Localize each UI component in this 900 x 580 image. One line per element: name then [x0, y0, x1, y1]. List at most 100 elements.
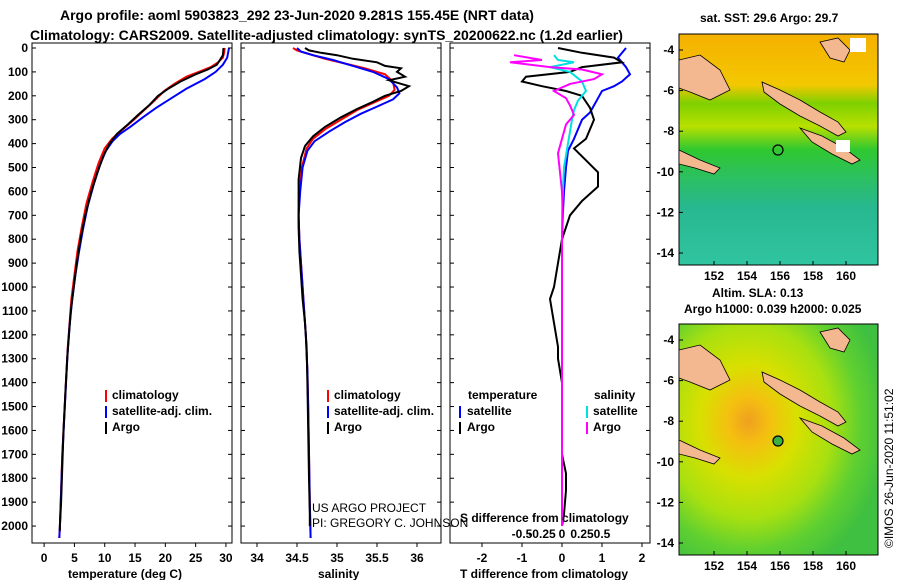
- salinity-xtick-label: 34.5: [285, 551, 309, 565]
- depth-tick-label: 0: [21, 41, 28, 55]
- sst-map: sat. SST: 29.6 Argo: 29.7 -4 -6 -8 -10 -12 -1…: [657, 11, 879, 300]
- land-new-guinea-west: [678, 54, 731, 101]
- salinity-xtick-label: 34: [250, 551, 264, 565]
- depth-tick-label: 1900: [1, 495, 28, 509]
- salinity-panel: 34 34.5 35 35.5 36 salinity climatology sate…: [240, 42, 468, 580]
- land-solomon-islands-south: [798, 127, 861, 165]
- cloud-mask-2: [836, 140, 850, 152]
- map-lat-tick-label: -6: [663, 84, 674, 98]
- temperature-xtick-label: 0: [41, 551, 48, 565]
- legend-s-argo-label: Argo: [593, 420, 621, 434]
- salinity-xtick-label: 36: [410, 551, 424, 565]
- land-new-guinea-west-2: [678, 344, 731, 391]
- salinity-xtick-label: 35.5: [365, 551, 389, 565]
- map-lon-tick-label: 154: [737, 559, 757, 573]
- temperature-series-climatology: [58, 47, 226, 539]
- depth-tick-label: 1200: [1, 328, 28, 342]
- depth-tick-label: 500: [8, 161, 28, 175]
- difference-legend: temperature salinity satellite Argo sate…: [459, 388, 638, 434]
- salinity-panel-frame: [240, 42, 442, 544]
- temperature-xtick-label: 15: [128, 551, 142, 565]
- map-lat-tick-label: -6: [663, 374, 674, 388]
- legend-t-satellite-label: satellite: [467, 404, 512, 418]
- land-solomon-islands: [761, 81, 847, 137]
- difference-xtick-label: 2: [639, 551, 646, 565]
- temperature-xlabel: temperature (deg C): [68, 567, 182, 580]
- t-difference-xlabel: T difference from climatology: [460, 567, 628, 580]
- title-line-1: Argo profile: aoml 5903823_292 23-Jun-20…: [60, 7, 534, 23]
- depth-tick-label: 1300: [1, 352, 28, 366]
- depth-tick-label: 100: [8, 65, 28, 79]
- land-louisiade: [678, 149, 721, 175]
- depth-tick-label: 200: [8, 89, 28, 103]
- depth-tick-label: 600: [8, 184, 28, 198]
- legend-s-satellite-label: satellite: [593, 404, 638, 418]
- map-lat-tick-label: -4: [663, 333, 674, 347]
- depth-tick-label: 2000: [1, 519, 28, 533]
- cloud-mask-1: [850, 38, 866, 52]
- map-lat-tick-label: -4: [663, 43, 674, 57]
- map-lat-tick-label: -8: [663, 124, 674, 138]
- legend-t-argo-label: Argo: [467, 420, 495, 434]
- legend-satellite-label-2: satellite-adj. clim.: [334, 404, 434, 418]
- difference-s-xtick-label: 0.5: [594, 527, 611, 541]
- legend-climatology-label: climatology: [112, 388, 179, 402]
- temperature-legend: climatology satellite-adj. clim. Argo: [105, 388, 212, 434]
- land-solomon-islands-2: [761, 371, 847, 427]
- difference-panel-frame: [449, 42, 651, 544]
- map-lat-tick-label: -10: [657, 455, 675, 469]
- depth-tick-label: 1600: [1, 423, 28, 437]
- map-lon-tick-label: 160: [836, 269, 856, 283]
- depth-tick-label: 1800: [1, 471, 28, 485]
- project-credit: US ARGO PROJECT: [312, 501, 427, 515]
- difference-xtick-label: -2: [477, 551, 488, 565]
- map-lat-tick-label: -12: [657, 495, 675, 509]
- sla-map-subtitle: Altim. SLA: 0.13: [712, 286, 804, 300]
- sst-map-frame: [678, 33, 879, 266]
- map-lat-tick-label: -10: [657, 165, 675, 179]
- temperature-panel: 0 5 10 15 20 25 30 010020030040050060070080090…: [1, 41, 650, 580]
- legend-satellite-label: satellite-adj. clim.: [112, 404, 212, 418]
- title-line-2: Climatology: CARS2009. Satellite-adjuste…: [30, 27, 623, 43]
- depth-tick-label: 1000: [1, 280, 28, 294]
- map-lat-tick-label: -14: [657, 536, 675, 550]
- difference-xtick-label: 1: [599, 551, 606, 565]
- depth-tick-label: 900: [8, 256, 28, 270]
- salinity-xlabel: salinity: [318, 567, 360, 580]
- difference-s-xtick-label: -0.5: [512, 527, 533, 541]
- map-lon-tick-label: 158: [803, 269, 823, 283]
- map-lat-tick-label: -14: [657, 246, 675, 260]
- legend-climatology-label-2: climatology: [334, 388, 401, 402]
- depth-tick-label: 1400: [1, 376, 28, 390]
- sla-map: Argo h1000: 0.039 h2000: 0.025 -4 -6 -8 -10…: [657, 302, 879, 573]
- sla-map-frame: [678, 323, 879, 556]
- depth-tick-label: 700: [8, 208, 28, 222]
- salinity-series-argo: [297, 47, 412, 526]
- temperature-series-argo: [58, 47, 225, 531]
- map-lon-tick-label: 158: [803, 559, 823, 573]
- salinity-xtick-label: 35: [330, 551, 344, 565]
- land-solomon-islands-south-2: [798, 417, 861, 455]
- difference-s-xtick-label: -0.25: [528, 527, 556, 541]
- salinity-legend: climatology satellite-adj. clim. Argo: [327, 388, 434, 434]
- temperature-xtick-label: 20: [159, 551, 173, 565]
- legend-temperature-title: temperature: [468, 388, 538, 402]
- land-new-britain: [819, 37, 851, 63]
- map-lon-tick-label: 160: [836, 559, 856, 573]
- legend-argo-label-2: Argo: [334, 420, 362, 434]
- difference-series-s-argo: [509, 54, 605, 526]
- temperature-xtick-label: 5: [71, 551, 78, 565]
- legend-salinity-title: salinity: [594, 388, 636, 402]
- difference-s-xtick-label: 0.25: [570, 527, 594, 541]
- map-lon-tick-label: 152: [704, 559, 724, 573]
- land-new-britain-2: [819, 327, 851, 353]
- depth-tick-label: 1500: [1, 400, 28, 414]
- imos-credit: ©IMOS 26-Jun-2020 11:51:02: [882, 388, 896, 548]
- difference-s-xtick-label: 0: [559, 527, 566, 541]
- argo-float-marker: [772, 144, 784, 156]
- temperature-xtick-label: 30: [219, 551, 233, 565]
- difference-xtick-label: 0: [559, 551, 566, 565]
- depth-tick-label: 300: [8, 113, 28, 127]
- depth-tick-label: 1700: [1, 447, 28, 461]
